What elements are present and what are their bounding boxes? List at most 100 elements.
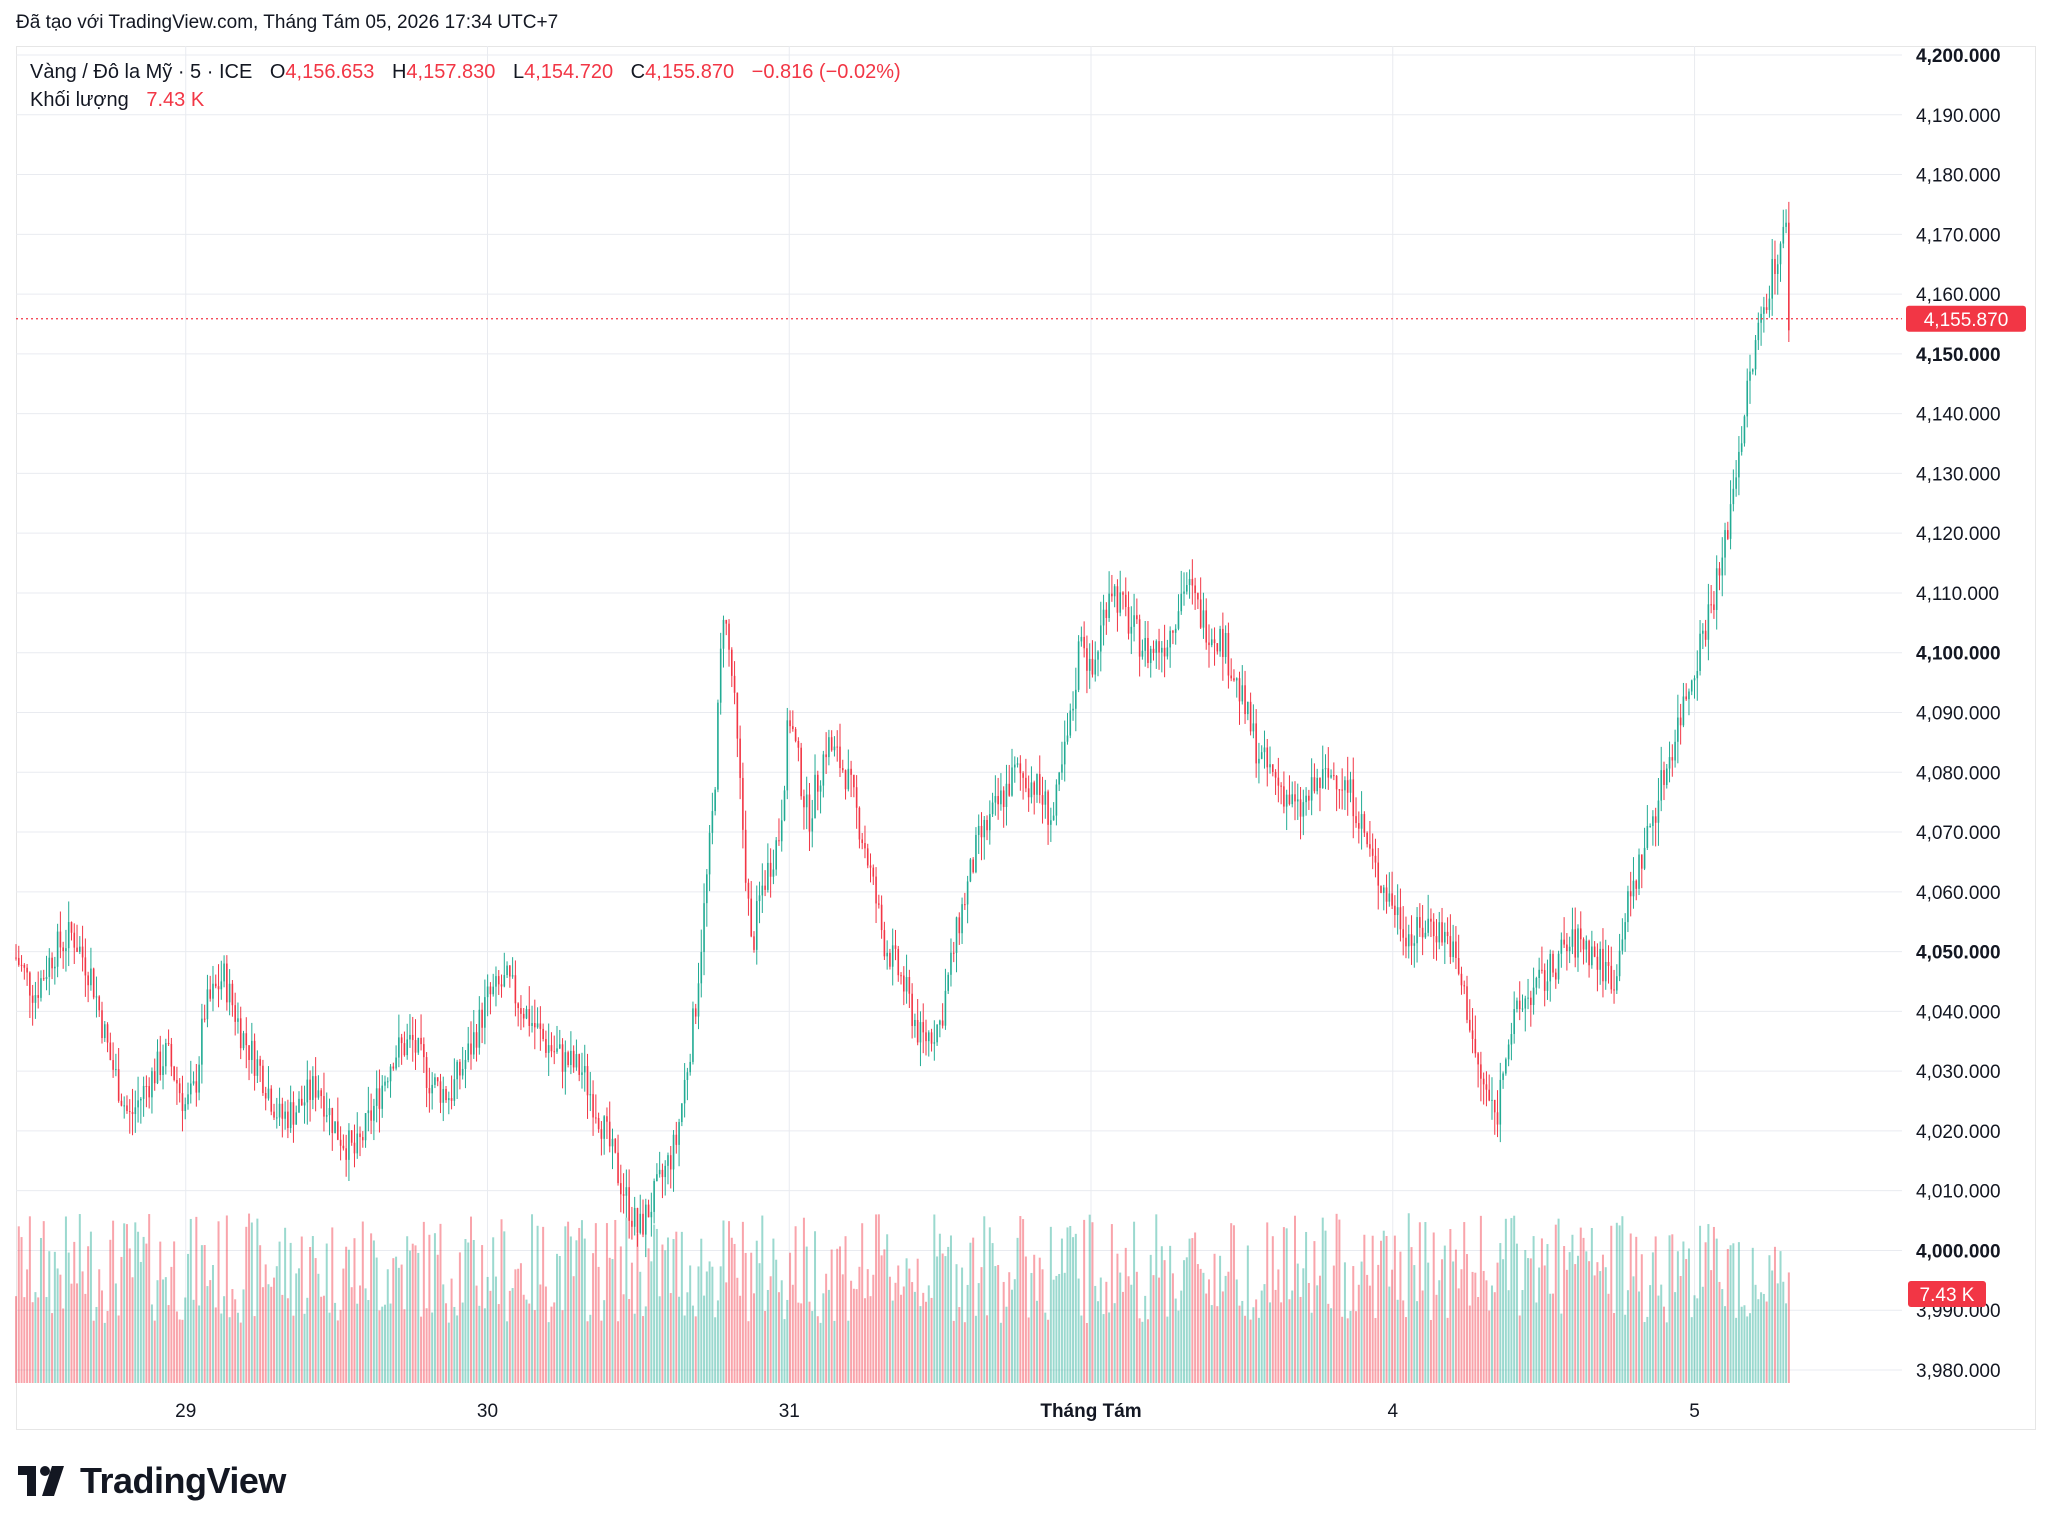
volume-bar	[414, 1245, 417, 1383]
candle-body	[350, 1130, 353, 1143]
volume-bar	[1002, 1281, 1005, 1383]
chart-frame[interactable]	[16, 46, 2036, 1430]
volume-bar	[1757, 1299, 1760, 1383]
candle-body	[1088, 658, 1091, 671]
volume-bar	[1363, 1234, 1366, 1383]
candle-body	[556, 1048, 558, 1052]
volume-bar	[184, 1297, 187, 1383]
candle-body	[1571, 929, 1574, 947]
volume-bar	[1776, 1283, 1779, 1383]
candle-body	[1513, 1009, 1515, 1035]
candle-body	[1407, 934, 1410, 947]
volume-bar	[1485, 1280, 1488, 1383]
candle-body	[503, 975, 506, 987]
volume-bar	[1063, 1272, 1066, 1383]
volume-bar	[84, 1293, 87, 1383]
candle-body	[1604, 961, 1607, 982]
volume-bar	[1460, 1269, 1463, 1383]
candle-body	[1091, 658, 1094, 675]
volume-bar	[37, 1297, 40, 1383]
volume-bar	[1768, 1255, 1771, 1383]
candle-body	[187, 1094, 189, 1105]
candle-body	[1177, 611, 1180, 629]
volume-bar	[1435, 1294, 1438, 1383]
candle-body	[1635, 880, 1638, 889]
volume-bar	[705, 1271, 708, 1383]
volume-bar	[655, 1228, 658, 1383]
candle-body	[908, 977, 911, 994]
candle-body	[878, 903, 880, 905]
volume-bar	[750, 1252, 753, 1383]
candle-body	[1155, 641, 1158, 653]
volume-bar	[1654, 1236, 1657, 1383]
volume-bar	[1391, 1269, 1394, 1383]
candle-body	[1166, 647, 1169, 657]
volume-bar	[1529, 1258, 1532, 1383]
volume-bar	[1171, 1273, 1174, 1383]
volume-bar	[345, 1246, 348, 1383]
volume-bar	[783, 1319, 786, 1383]
candle-body	[955, 917, 958, 953]
volume-bar	[1105, 1281, 1108, 1383]
candle-body	[1505, 1059, 1507, 1074]
candle-body	[34, 995, 37, 1003]
candle-body	[1541, 969, 1543, 971]
volume-bar	[378, 1310, 381, 1383]
volume-bar	[797, 1302, 800, 1383]
price-chart[interactable]: 4,200.000 4,190.000 4,180.000 4,170.000 4,16…	[0, 0, 2048, 1440]
volume-bar	[919, 1306, 922, 1383]
volume-bar	[248, 1213, 251, 1383]
candle-body	[1668, 757, 1671, 769]
candle-body	[1174, 628, 1177, 633]
candle-body	[1038, 774, 1041, 796]
candle-body	[1194, 585, 1196, 594]
candle-body	[778, 840, 780, 842]
volume-bar	[766, 1289, 769, 1383]
volume-bar	[647, 1248, 650, 1383]
candle-body	[123, 1105, 126, 1107]
volume-bar	[1463, 1222, 1466, 1383]
volume-bar	[320, 1296, 323, 1383]
candle-body	[747, 882, 750, 899]
volume-bar	[306, 1297, 309, 1383]
volume-bar	[542, 1226, 545, 1383]
volume-bar	[1732, 1243, 1735, 1383]
candle-body	[151, 1071, 153, 1098]
tradingview-brand[interactable]: TradingView	[18, 1460, 286, 1502]
volume-bar	[1646, 1316, 1649, 1383]
volume-bar	[1210, 1305, 1213, 1383]
symbol-label[interactable]: Vàng / Đô la Mỹ · 5 · ICE	[30, 61, 253, 83]
candle-body	[1083, 636, 1085, 649]
candle-body	[1640, 854, 1643, 869]
volume-bar	[1704, 1242, 1707, 1383]
candle-body	[325, 1115, 328, 1117]
candle-body	[156, 1051, 159, 1084]
volume-bar	[514, 1269, 517, 1383]
candle-body	[536, 1023, 539, 1028]
candle-body	[608, 1121, 611, 1147]
volume-bar	[711, 1266, 714, 1383]
candle-body	[1097, 651, 1099, 660]
candle-body	[442, 1088, 445, 1103]
candle-body	[1524, 998, 1527, 1009]
volume-bar	[300, 1236, 303, 1383]
candle-body	[495, 976, 497, 987]
volume-bar	[48, 1251, 51, 1383]
volume-bar	[481, 1245, 484, 1383]
volume-bar	[28, 1216, 31, 1383]
volume-bar	[963, 1322, 966, 1383]
volume-bar	[56, 1268, 59, 1383]
candle-body	[628, 1187, 630, 1221]
candle-body	[589, 1094, 592, 1096]
candle-body	[1665, 768, 1668, 785]
volume-bar	[814, 1231, 817, 1383]
volume-bar	[1743, 1305, 1746, 1383]
candle-body	[950, 952, 952, 975]
volume-bar	[1094, 1285, 1097, 1383]
volume-bar	[1238, 1305, 1241, 1383]
candle-body	[364, 1113, 367, 1141]
candle-body	[373, 1105, 375, 1121]
candle-body	[1607, 961, 1610, 966]
volume-bar	[187, 1253, 190, 1383]
candle-body	[334, 1121, 336, 1134]
